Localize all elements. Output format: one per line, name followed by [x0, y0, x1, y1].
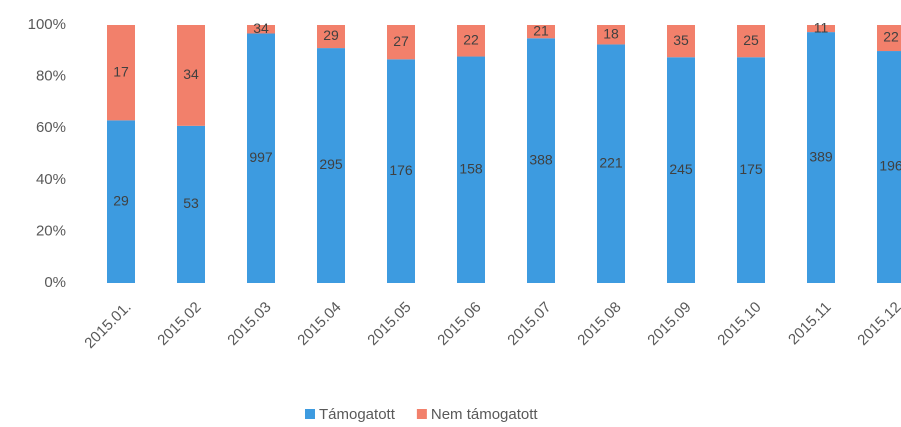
- legend-label: Nem támogatott: [431, 406, 539, 423]
- y-tick-label: 80%: [36, 68, 66, 85]
- x-tick-label: 2015.04: [294, 299, 344, 349]
- bar-segment: [737, 25, 765, 58]
- bar-segment: [177, 125, 205, 284]
- data-label: 18: [603, 25, 619, 41]
- bar-segment: [597, 25, 625, 45]
- bar-segment: [667, 25, 695, 58]
- y-tick-label: 20%: [36, 222, 66, 239]
- data-label: 22: [883, 29, 899, 45]
- y-tick-label: 40%: [36, 171, 66, 188]
- data-label: 17: [113, 63, 129, 79]
- data-label: 11: [814, 19, 829, 35]
- bar-segment: [597, 44, 625, 283]
- data-label: 196: [879, 158, 901, 174]
- data-label: 175: [739, 161, 763, 177]
- x-tick-label: 2015.12: [854, 299, 901, 349]
- x-tick-label: 2015.02: [154, 299, 204, 349]
- x-tick-label: 2015.01.: [81, 299, 134, 352]
- bar-segment: [317, 25, 345, 49]
- bar-segment: [247, 33, 275, 284]
- bar-segment: [457, 56, 485, 284]
- x-tick-label: 2015.07: [504, 299, 554, 349]
- bar-segment: [387, 25, 415, 60]
- data-label: 25: [743, 32, 759, 48]
- bar-segment: [527, 25, 555, 39]
- y-tick-label: 100%: [28, 16, 66, 33]
- data-label: 29: [113, 192, 129, 208]
- y-tick-label: 0%: [44, 274, 66, 291]
- data-label: 997: [249, 149, 273, 165]
- bar-segment: [317, 48, 345, 284]
- data-label: 158: [459, 160, 483, 176]
- x-tick-label: 2015.10: [714, 299, 764, 349]
- data-label: 221: [599, 154, 623, 170]
- bar-segment: [807, 25, 835, 33]
- y-tick-label: 60%: [36, 119, 66, 136]
- bar-segment: [667, 57, 695, 283]
- legend-label: Támogatott: [319, 406, 396, 423]
- data-label: 22: [463, 31, 479, 47]
- bar-segment: [527, 38, 555, 283]
- x-tick-label: 2015.08: [574, 299, 624, 349]
- bar-segment: [457, 25, 485, 57]
- bar-segment: [737, 57, 765, 283]
- bar-segment: [387, 59, 415, 283]
- bar-segment: [107, 25, 135, 121]
- data-label: 176: [389, 162, 413, 178]
- data-label: 29: [323, 27, 339, 43]
- data-label: 34: [253, 20, 269, 36]
- bar-segment: [107, 120, 135, 283]
- x-tick-label: 2015.09: [644, 299, 694, 349]
- data-label: 389: [809, 148, 833, 164]
- data-label: 21: [533, 22, 549, 38]
- bar-segment: [877, 51, 901, 283]
- legend-swatch: [305, 409, 315, 419]
- x-tick-label: 2015.06: [434, 299, 484, 349]
- x-tick-label: 2015.11: [785, 299, 835, 349]
- data-label: 295: [319, 156, 343, 172]
- data-label: 245: [669, 161, 693, 177]
- x-tick-label: 2015.03: [224, 299, 274, 349]
- data-label: 388: [529, 151, 553, 167]
- data-label: 53: [183, 195, 199, 211]
- data-label: 35: [673, 32, 689, 48]
- data-label: 27: [393, 33, 409, 49]
- x-tick-label: 2015.05: [364, 299, 414, 349]
- legend-swatch: [416, 409, 427, 419]
- bar-segment: [807, 32, 835, 283]
- bar-segment: [177, 25, 205, 126]
- data-label: 34: [183, 66, 199, 82]
- bar-segment: [247, 25, 275, 34]
- bar-segment: [877, 25, 901, 52]
